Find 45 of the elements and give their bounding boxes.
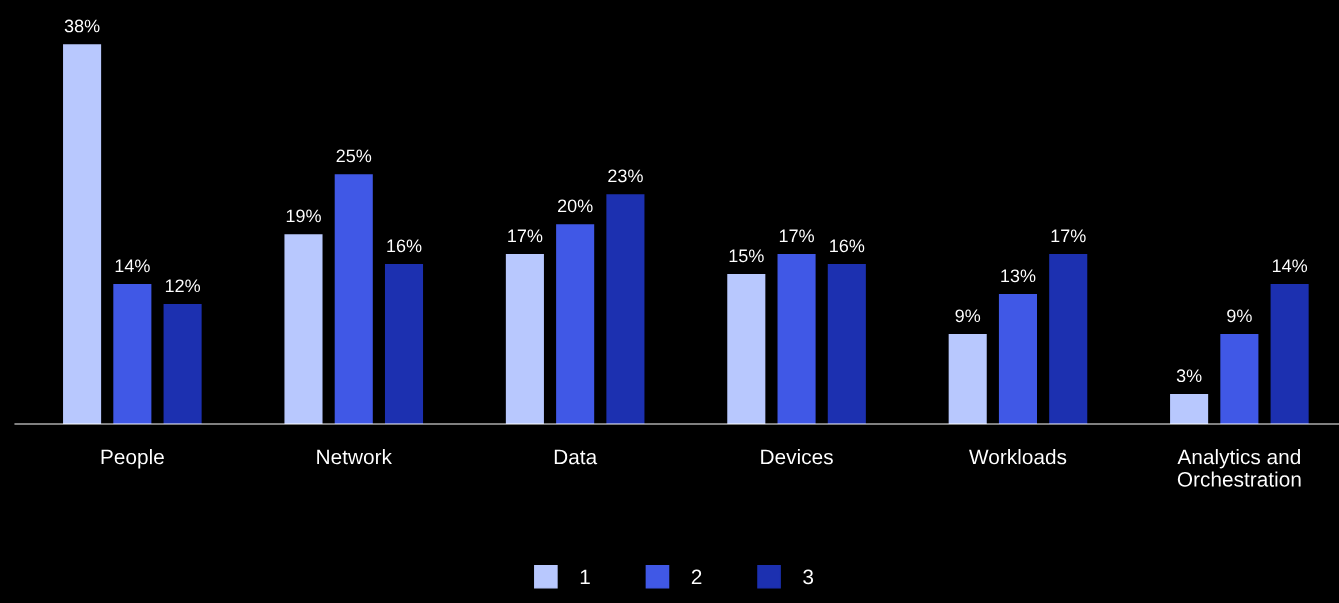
x-tick-label: Devices bbox=[761, 449, 833, 465]
bar bbox=[727, 274, 766, 424]
data-label: 16% bbox=[387, 239, 422, 253]
bar bbox=[284, 234, 323, 424]
bar bbox=[1049, 254, 1088, 424]
data-label: 9% bbox=[1227, 309, 1252, 323]
legend-label: 2 bbox=[691, 569, 702, 585]
data-label: 14% bbox=[115, 259, 150, 273]
bar bbox=[1220, 334, 1259, 424]
data-label: 19% bbox=[286, 209, 321, 223]
x-tick-label: Data bbox=[554, 449, 598, 465]
x-tick-label: Workloads bbox=[969, 449, 1067, 465]
bar bbox=[1170, 394, 1209, 424]
bar bbox=[606, 194, 645, 424]
bar bbox=[63, 44, 102, 424]
data-label: 15% bbox=[729, 249, 764, 263]
bar bbox=[777, 254, 816, 424]
legend-label: 1 bbox=[580, 569, 590, 585]
data-label: 14% bbox=[1272, 259, 1308, 273]
data-label: 9% bbox=[955, 309, 981, 323]
data-label: 17% bbox=[779, 229, 814, 243]
data-label: 38% bbox=[64, 19, 100, 33]
data-label: 17% bbox=[1051, 229, 1086, 243]
data-label: 12% bbox=[165, 279, 201, 293]
bar bbox=[163, 304, 202, 424]
data-label: 25% bbox=[336, 149, 372, 163]
data-label: 13% bbox=[1001, 269, 1036, 283]
data-label: 20% bbox=[557, 199, 593, 213]
bar bbox=[827, 264, 866, 424]
bar bbox=[998, 294, 1037, 424]
bar bbox=[556, 224, 595, 424]
bar bbox=[948, 334, 987, 424]
legend-label: 3 bbox=[803, 569, 814, 585]
bar bbox=[505, 254, 544, 424]
bar bbox=[113, 284, 152, 424]
bar bbox=[1270, 284, 1309, 424]
x-tick-label: People bbox=[101, 449, 164, 469]
data-label: 3% bbox=[1176, 369, 1202, 383]
x-tick-label: Analytics and Orchestration bbox=[1177, 449, 1301, 487]
data-label: 23% bbox=[608, 169, 643, 183]
x-tick-label: Network bbox=[317, 449, 392, 465]
data-label: 16% bbox=[830, 239, 865, 253]
bar bbox=[334, 174, 373, 424]
bar bbox=[384, 264, 424, 424]
data-label: 17% bbox=[508, 229, 543, 243]
